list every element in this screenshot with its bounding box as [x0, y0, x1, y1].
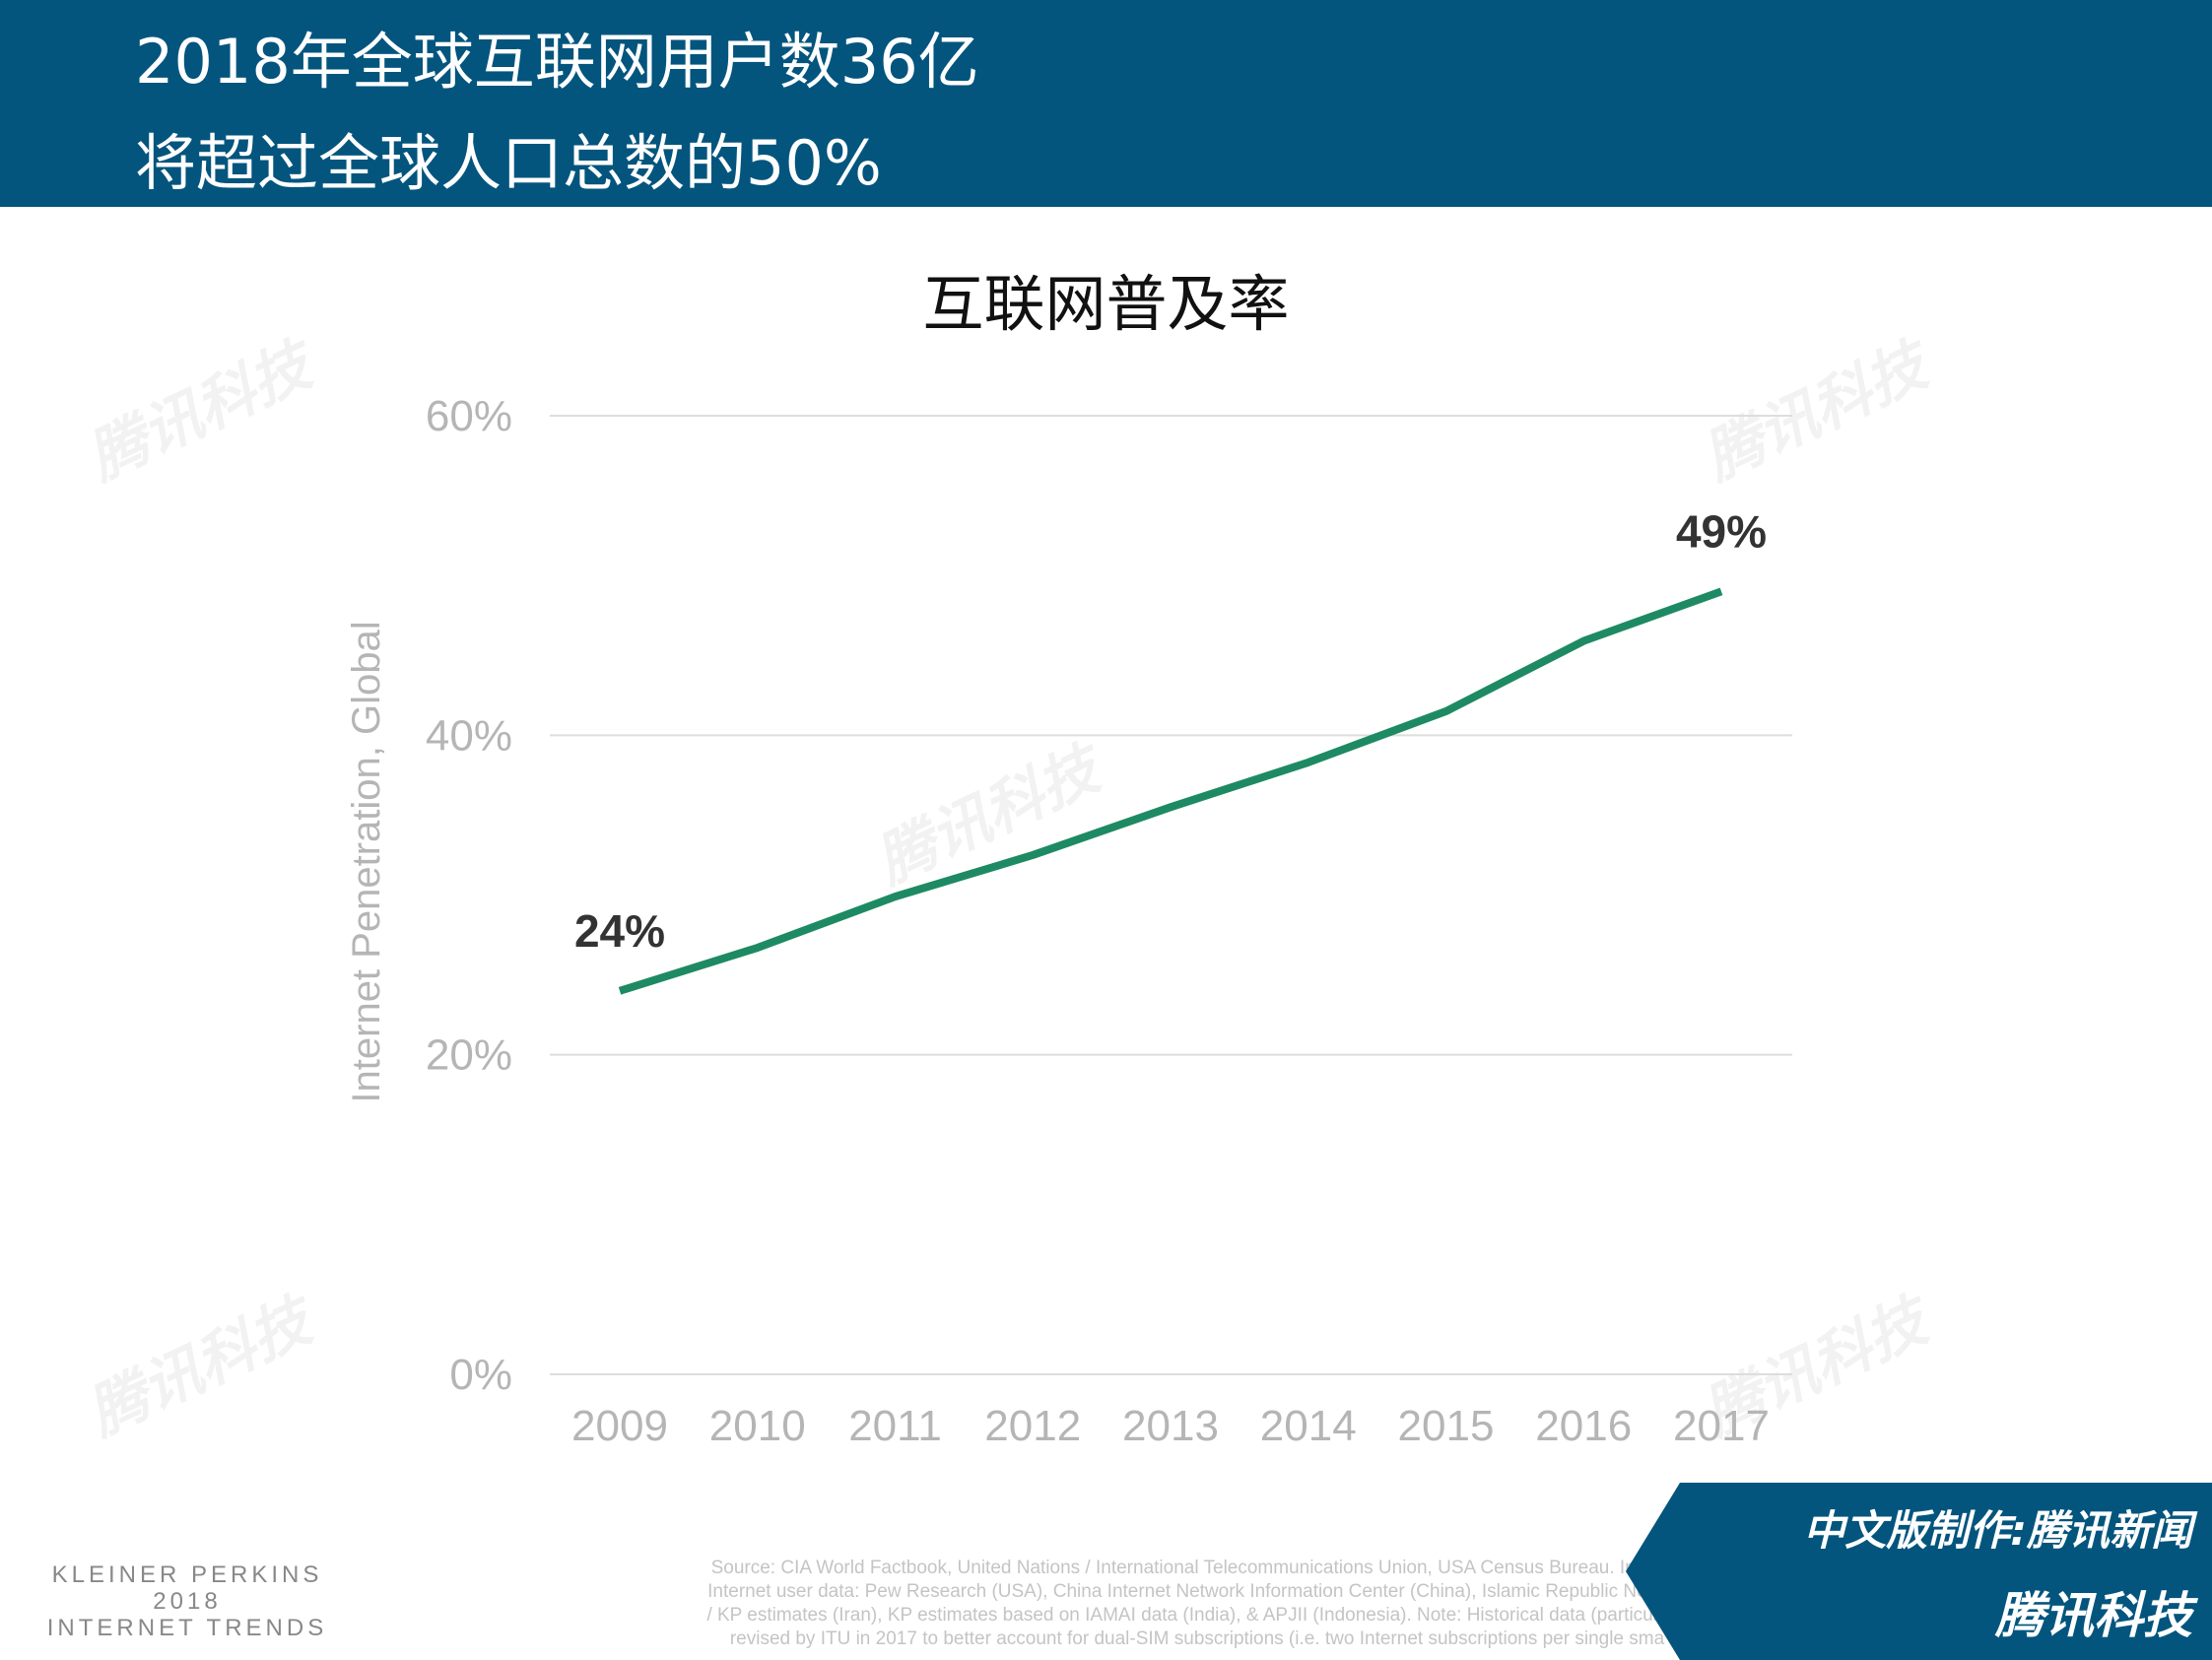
source-line: Source: CIA World Factbook, United Natio…	[710, 1558, 1684, 1578]
x-tick-label: 2010	[709, 1402, 806, 1450]
x-tick-label: 2011	[848, 1402, 942, 1450]
x-tick-label: 2015	[1398, 1402, 1495, 1450]
data-label: 49%	[1676, 505, 1767, 557]
series-line	[618, 587, 1723, 995]
badge-line-2: 腾讯科技	[1995, 1587, 2192, 1644]
y-tick-label: 0%	[449, 1351, 512, 1399]
header-banner: 2018年全球互联网用户数36亿 将超过全球人口总数的50%	[0, 0, 2212, 207]
x-tick-label: 2012	[984, 1402, 1081, 1450]
tencent-credit-badge: 中文版制作:腾讯新闻 腾讯科技	[1626, 1483, 2212, 1660]
x-tick-label: 2014	[1260, 1402, 1357, 1450]
y-tick-label: 20%	[426, 1031, 512, 1080]
y-tick-label: 60%	[426, 392, 512, 440]
headline-line-1: 2018年全球互联网用户数36亿	[135, 26, 979, 98]
x-tick-label: 2009	[571, 1402, 668, 1450]
badge-line-1: 中文版制作:腾讯新闻	[1803, 1506, 2192, 1555]
chart-title: 互联网普及率	[922, 268, 1290, 340]
logo-line: KLEINER PERKINS	[51, 1561, 323, 1588]
x-tick-label: 2013	[1122, 1402, 1219, 1450]
x-tick-label: 2017	[1673, 1402, 1770, 1450]
logo-line: INTERNET TRENDS	[46, 1615, 328, 1641]
source-line: revised by ITU in 2017 to better account…	[729, 1628, 1665, 1649]
x-tick-label: 2016	[1535, 1402, 1632, 1450]
kleiner-perkins-logo: KLEINER PERKINS 2018 INTERNET TRENDS	[20, 1561, 355, 1641]
source-line: / KP estimates (Iran), KP estimates base…	[706, 1605, 1688, 1626]
source-line: Internet user data: Pew Research (USA), …	[707, 1581, 1687, 1602]
y-axis-label: Internet Penetration, Global	[345, 621, 388, 1102]
headline-line-2: 将超过全球人口总数的50%	[135, 127, 882, 199]
logo-line: 2018	[153, 1588, 222, 1615]
y-tick-label: 40%	[426, 711, 512, 760]
source-note: Source: CIA World Factbook, United Natio…	[498, 1557, 1897, 1651]
data-label: 24%	[574, 905, 665, 957]
